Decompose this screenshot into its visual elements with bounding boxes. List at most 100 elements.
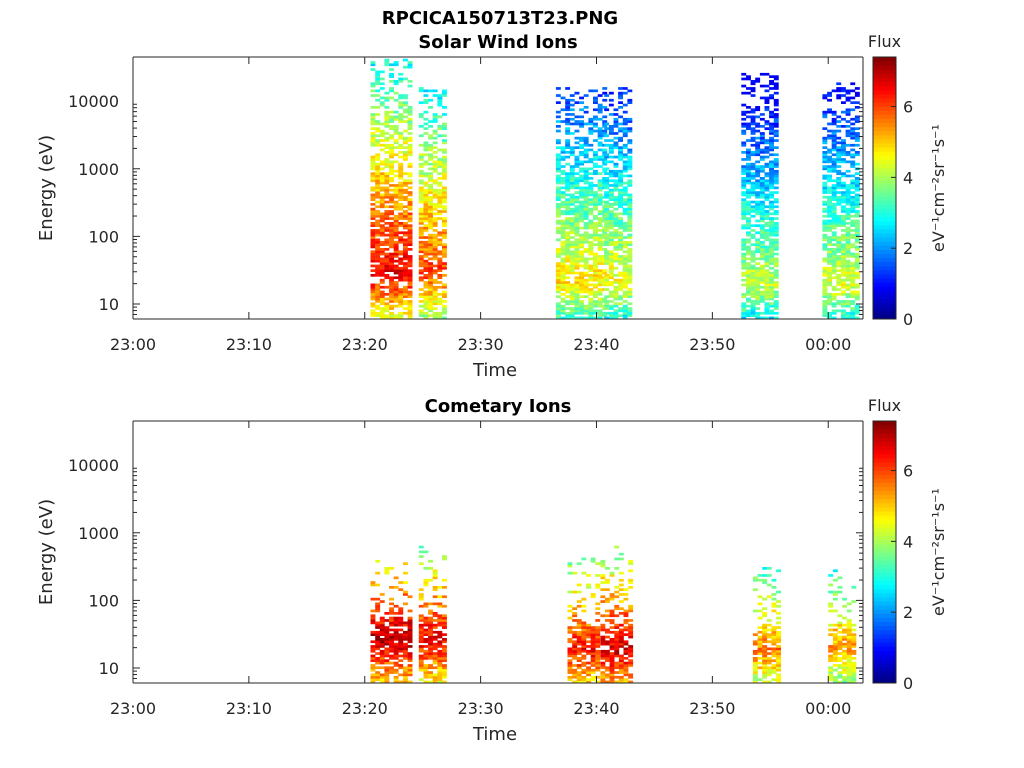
heatmap-cell	[583, 290, 589, 294]
heatmap-cell	[850, 122, 856, 126]
heatmap-cell	[586, 574, 591, 577]
heatmap-cell	[574, 195, 580, 199]
heatmap-cell	[428, 302, 433, 306]
heatmap-cell	[827, 262, 832, 265]
heatmap-cell	[846, 630, 852, 634]
heatmap-cell	[845, 302, 851, 306]
heatmap-cell	[442, 139, 447, 142]
heatmap-cell	[370, 143, 376, 147]
heatmap-cell	[773, 169, 779, 173]
heatmap-cell	[583, 311, 589, 315]
heatmap-cell	[764, 217, 770, 220]
heatmap-cell	[407, 162, 413, 166]
heatmap-cell	[757, 640, 763, 644]
heatmap-cell	[841, 278, 846, 282]
heatmap-cell	[432, 191, 438, 194]
heatmap-cell	[822, 226, 828, 230]
heatmap-cell	[583, 110, 589, 114]
heatmap-cell	[755, 302, 761, 306]
heatmap-cell	[755, 316, 761, 320]
heatmap-cell	[437, 96, 443, 100]
heatmap-cell	[370, 84, 376, 88]
heatmap-cell	[398, 146, 404, 149]
heatmap-cell	[583, 257, 589, 261]
heatmap-cell	[370, 649, 376, 653]
heatmap-cell	[403, 593, 408, 596]
heatmap-cell	[771, 671, 777, 674]
heatmap-cell	[567, 604, 573, 608]
heatmap-cell	[836, 255, 842, 258]
heatmap-cell	[567, 678, 573, 681]
heatmap-cell	[595, 562, 601, 565]
heatmap-cell	[560, 181, 566, 185]
heatmap-cell	[595, 664, 601, 667]
heatmap-cell	[597, 129, 603, 133]
heatmap-cell	[827, 224, 832, 227]
heatmap-cell	[389, 160, 394, 164]
heatmap-cell	[398, 132, 404, 135]
heatmap-cell	[574, 212, 580, 216]
heatmap-cell	[403, 307, 408, 310]
heatmap-cell	[613, 243, 619, 246]
heatmap-cell	[555, 207, 561, 211]
heatmap-cell	[581, 657, 587, 660]
heatmap-cell	[854, 252, 860, 256]
heatmap-cell	[776, 640, 781, 644]
heatmap-cell	[565, 266, 571, 270]
heatmap-cell	[398, 288, 404, 291]
heatmap-cell	[597, 257, 603, 261]
heatmap-cell	[588, 191, 594, 194]
heatmap-cell	[560, 148, 566, 152]
heatmap-cell	[842, 661, 847, 665]
heatmap-cell	[841, 125, 846, 128]
heatmap-cell	[437, 666, 443, 670]
heatmap-cell	[836, 309, 842, 313]
heatmap-cell	[841, 255, 846, 258]
heatmap-cell	[569, 184, 575, 187]
heatmap-cell	[854, 311, 860, 315]
heatmap-cell	[583, 271, 589, 275]
heatmap-cell	[854, 115, 860, 119]
heatmap-cell	[593, 108, 598, 112]
heatmap-cell	[565, 205, 571, 209]
heatmap-cell	[565, 101, 571, 104]
heatmap-cell	[375, 106, 381, 109]
heatmap-cell	[618, 659, 624, 662]
heatmap-cell	[389, 290, 394, 294]
heatmap-cell	[764, 181, 770, 185]
heatmap-cell	[755, 136, 761, 140]
heatmap-cell	[769, 316, 774, 320]
heatmap-cell	[428, 666, 433, 670]
heatmap-cell	[759, 295, 765, 298]
heatmap-cell	[572, 652, 578, 655]
heatmap-cell	[828, 604, 834, 608]
heatmap-cell	[773, 125, 779, 128]
heatmap-cell	[846, 649, 852, 653]
heatmap-cell	[773, 160, 779, 164]
heatmap-cell	[827, 252, 832, 256]
heatmap-cell	[389, 222, 394, 225]
heatmap-cell	[442, 266, 447, 270]
heatmap-cell	[773, 174, 779, 178]
heatmap-cell	[393, 61, 399, 64]
heatmap-cell	[398, 186, 404, 190]
heatmap-cell	[597, 212, 603, 216]
heatmap-cell	[755, 224, 761, 227]
heatmap-cell	[757, 574, 763, 577]
heatmap-cell	[773, 77, 779, 81]
heatmap-cell	[432, 188, 438, 192]
heatmap-cell	[403, 290, 408, 294]
heatmap-cell	[555, 309, 561, 313]
colorbar-step	[873, 253, 896, 259]
heatmap-cell	[375, 274, 381, 277]
heatmap-cell	[398, 304, 404, 308]
heatmap-cell	[423, 602, 429, 606]
heatmap-cell	[437, 134, 443, 138]
heatmap-cell	[555, 139, 561, 142]
heatmap-cell	[613, 252, 619, 256]
heatmap-cell	[627, 290, 633, 294]
heatmap-cell	[854, 212, 860, 216]
heatmap-cell	[442, 151, 447, 154]
heatmap-cell	[375, 179, 381, 183]
heatmap-cell	[432, 316, 438, 320]
